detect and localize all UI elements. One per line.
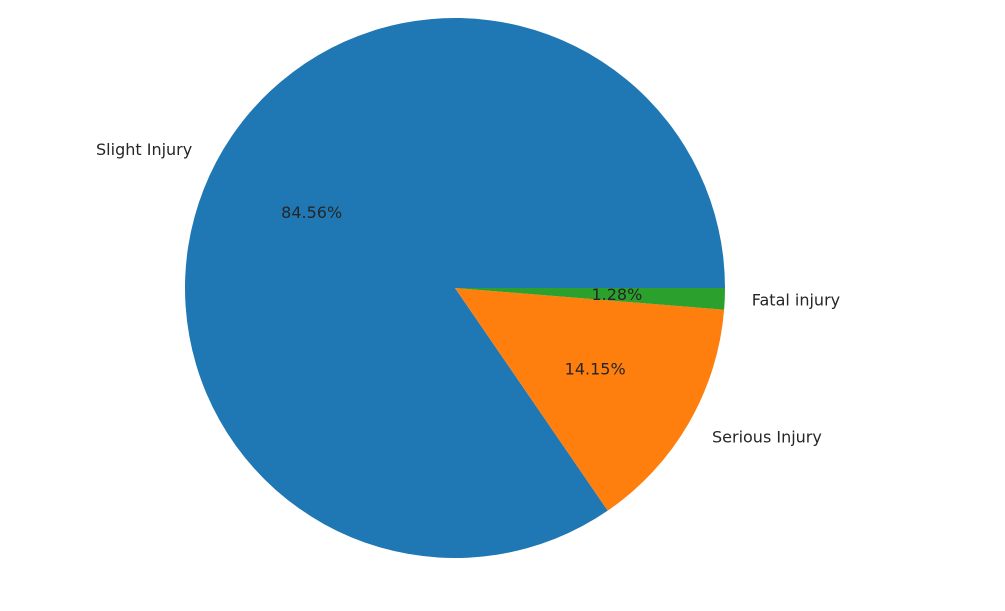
slice-label-serious-injury: Serious Injury <box>712 427 822 446</box>
pct-label-serious-injury: 14.15% <box>565 360 626 379</box>
pie-labels: 84.56% Slight Injury 14.15% Serious Injury 1… <box>96 140 840 446</box>
pct-label-fatal-injury: 1.28% <box>591 285 642 304</box>
pct-label-slight-injury: 84.56% <box>281 203 342 222</box>
slice-label-slight-injury: Slight Injury <box>96 140 192 159</box>
pie-slices <box>184 17 725 558</box>
pie-slice-fatal-injury <box>455 288 725 310</box>
slice-label-fatal-injury: Fatal injury <box>752 290 840 309</box>
pie-slice-serious-injury <box>455 288 725 511</box>
